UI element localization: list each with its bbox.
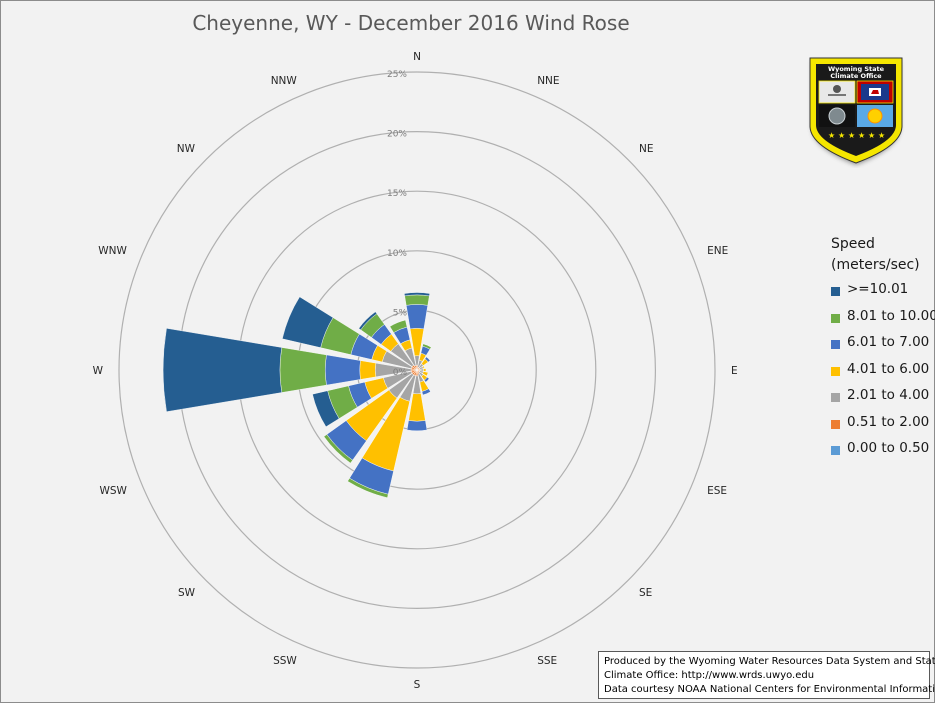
radial-tick-label: 20% <box>387 130 407 140</box>
logo-text-line2: Climate Office <box>830 72 882 80</box>
legend-swatch <box>831 287 840 296</box>
radial-tick-label: 5% <box>393 308 408 318</box>
direction-label-ssw: SSW <box>273 655 297 667</box>
climate-office-logo: Wyoming State Climate Office ★★★ ★★★ <box>806 53 906 168</box>
credits-line-3: Data courtesy NOAA National Centers for … <box>604 683 924 697</box>
radial-tick-label: 10% <box>387 249 407 259</box>
legend-item: >=10.01 <box>831 281 921 308</box>
legend-item: 2.01 to 4.00 <box>831 387 921 414</box>
direction-label-se: SE <box>639 587 652 599</box>
legend-swatch <box>831 420 840 429</box>
legend-item: 0.00 to 0.50 <box>831 440 921 467</box>
legend-label: 2.01 to 4.00 <box>847 387 929 403</box>
svg-text:★: ★ <box>858 131 865 140</box>
direction-label-ese: ESE <box>707 485 727 497</box>
legend-label: 0.00 to 0.50 <box>847 440 929 456</box>
rose-segment-s <box>407 421 427 431</box>
svg-text:★: ★ <box>828 131 835 140</box>
direction-label-ene: ENE <box>707 245 728 257</box>
rose-segment-e <box>423 369 425 372</box>
direction-label-sse: SSE <box>537 655 557 667</box>
radial-tick-label: 15% <box>387 189 407 199</box>
direction-label-wnw: WNW <box>98 245 127 257</box>
legend-title: Speed (meters/sec) <box>831 234 921 276</box>
legend-swatch <box>831 367 840 376</box>
credits-line-2: Climate Office: http://www.wrds.uwyo.edu <box>604 669 924 683</box>
svg-text:★: ★ <box>838 131 845 140</box>
direction-label-nne: NNE <box>537 75 559 87</box>
legend-label: 4.01 to 6.00 <box>847 361 929 377</box>
rose-segment-s <box>409 394 426 422</box>
legend-item: 0.51 to 2.00 <box>831 414 921 441</box>
svg-text:★: ★ <box>848 131 855 140</box>
rose-segment-w <box>360 361 376 380</box>
legend-item: 6.01 to 7.00 <box>831 334 921 361</box>
legend-item: 8.01 to 10.00 <box>831 308 921 335</box>
rose-segment-w <box>163 328 282 411</box>
credits-line-1: Produced by the Wyoming Water Resources … <box>604 655 924 669</box>
legend-label: 6.01 to 7.00 <box>847 334 929 350</box>
legend-label: >=10.01 <box>847 281 908 297</box>
rose-segment-n <box>406 304 428 328</box>
direction-label-nnw: NNW <box>271 75 298 87</box>
direction-label-ne: NE <box>639 143 654 155</box>
direction-label-e: E <box>731 365 738 377</box>
direction-label-s: S <box>414 679 421 691</box>
legend-swatch <box>831 393 840 402</box>
rose-segment-w <box>280 347 327 392</box>
rose-segment-w <box>325 355 360 385</box>
radial-tick-label: 25% <box>387 70 407 80</box>
svg-text:★: ★ <box>878 131 885 140</box>
rose-segment-n <box>405 295 430 305</box>
wind-rose-plot: 0% 5% 10% 15% 20% 25% N NNE NE ENE E ESE SE SSE S SSW S… <box>1 1 821 704</box>
direction-label-w: W <box>93 365 104 377</box>
legend-item: 4.01 to 6.00 <box>831 361 921 388</box>
svg-text:★: ★ <box>868 131 875 140</box>
direction-label-sw: SW <box>178 587 196 599</box>
legend-swatch <box>831 446 840 455</box>
direction-label-wsw: WSW <box>99 485 127 497</box>
direction-label-nw: NW <box>177 143 196 155</box>
direction-label-n: N <box>413 51 421 63</box>
legend-swatch <box>831 340 840 349</box>
credits-box: Produced by the Wyoming Water Resources … <box>598 651 930 699</box>
legend-swatch <box>831 314 840 323</box>
radial-tick-label: 0% <box>393 368 408 378</box>
legend-label: 0.51 to 2.00 <box>847 414 929 430</box>
legend-label: 8.01 to 10.00 <box>847 308 935 324</box>
